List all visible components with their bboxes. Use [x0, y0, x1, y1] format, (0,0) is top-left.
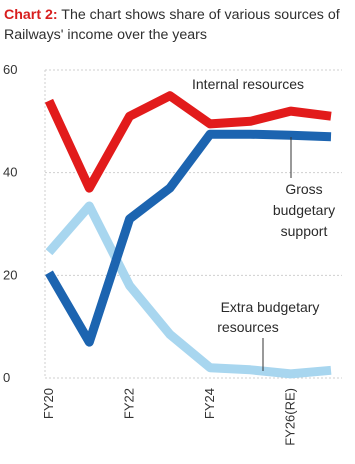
series-line-internal-resources: [44, 91, 332, 193]
x-tick-label-0: FY20: [41, 388, 56, 419]
x-tick-label-1: FY22: [122, 388, 137, 419]
y-tick-label-0: 0: [3, 370, 10, 385]
y-tick-label-20: 20: [3, 267, 17, 282]
chart-number-label: Chart 2:: [4, 7, 58, 23]
series-line-extra-budgetary-resources: [45, 201, 332, 379]
gbs-label-line1: Gross: [285, 181, 322, 197]
x-tick-label-3: FY26(RE): [283, 388, 298, 446]
chart-description: The chart shows share of various sources…: [4, 7, 340, 43]
series-line-gross-budgetary-support: [45, 129, 332, 347]
ebr-label-line2: resources: [217, 319, 278, 335]
y-axis-ticks: 0 20 40 60: [3, 62, 17, 385]
x-tick-label-2: FY24: [202, 388, 217, 419]
series-layer: [44, 91, 332, 379]
gbs-label-line2: budgetary: [273, 202, 335, 218]
y-tick-label-40: 40: [3, 165, 17, 180]
chart-header: Chart 2: The chart shows share of variou…: [4, 6, 352, 45]
ebr-label-line1: Extra budgetary: [221, 299, 320, 315]
internal-resources-label: Internal resources: [192, 76, 304, 92]
gbs-label-line3: support: [281, 223, 328, 239]
annotations-layer: Internal resources Gross budgetary suppo…: [192, 76, 335, 371]
y-tick-label-60: 60: [3, 62, 17, 77]
